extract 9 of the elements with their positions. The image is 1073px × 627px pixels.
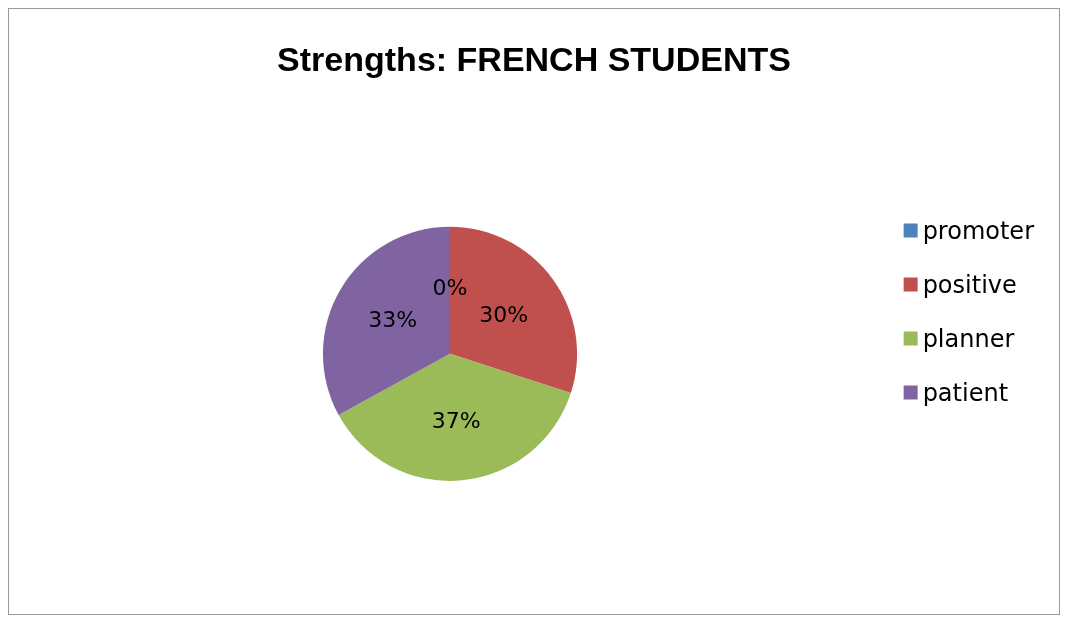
data-label: 30% — [479, 302, 529, 328]
text: 0% — [432, 274, 468, 300]
legend-label: patient — [922, 378, 1009, 407]
legend-label: planner — [922, 324, 1015, 353]
data-label: 37% — [431, 407, 481, 433]
legend-label: promoter — [922, 216, 1035, 245]
legend-label: positive — [922, 270, 1017, 299]
data-label: 33% — [368, 307, 418, 333]
chart-title: Strengths: FRENCH STUDENTS — [277, 40, 791, 78]
